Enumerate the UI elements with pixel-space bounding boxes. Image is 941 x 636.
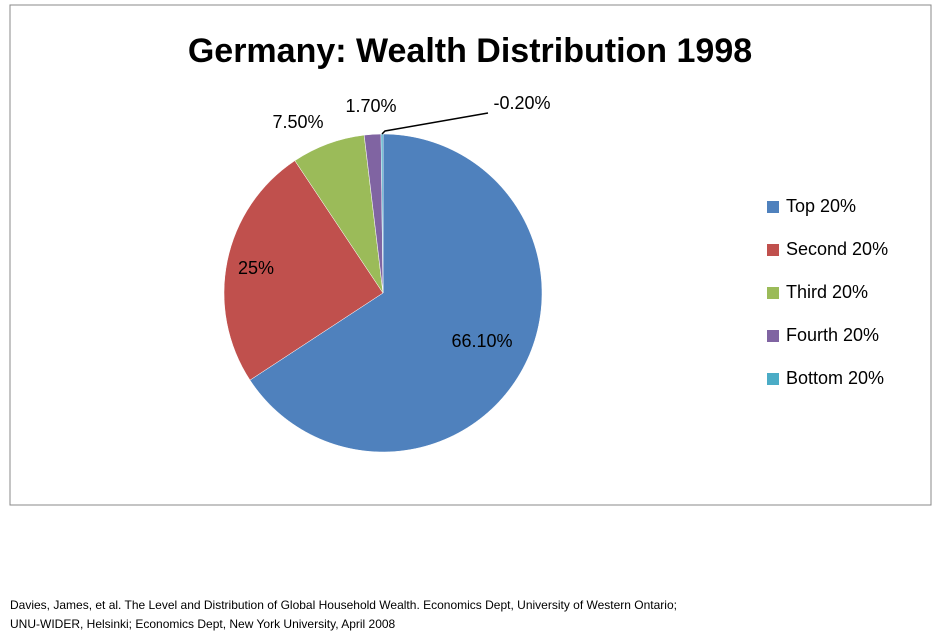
data-label: 7.50% — [272, 112, 323, 132]
legend-label: Second 20% — [786, 239, 888, 259]
legend-swatch — [767, 373, 779, 385]
source-note: Davies, James, et al. The Level and Dist… — [10, 598, 677, 612]
data-label: 1.70% — [345, 96, 396, 116]
pie-slice — [223, 160, 384, 381]
legend-label: Bottom 20% — [786, 368, 884, 388]
chart-title: Germany: Wealth Distribution 1998 — [188, 32, 752, 70]
legend-label: Fourth 20% — [786, 325, 879, 345]
legend-swatch — [767, 287, 779, 299]
data-label: 25% — [238, 258, 274, 278]
legend-label: Third 20% — [786, 282, 868, 302]
pie-slice — [249, 133, 543, 453]
data-label: -0.20% — [493, 93, 550, 113]
legend-label: Top 20% — [786, 196, 856, 216]
legend-swatch — [767, 201, 779, 213]
data-label: 66.10% — [451, 331, 512, 351]
legend-swatch — [767, 244, 779, 256]
source-note: UNU-WIDER, Helsinki; Economics Dept, New… — [10, 617, 396, 631]
legend-swatch — [767, 330, 779, 342]
leader-line — [381, 112, 489, 135]
